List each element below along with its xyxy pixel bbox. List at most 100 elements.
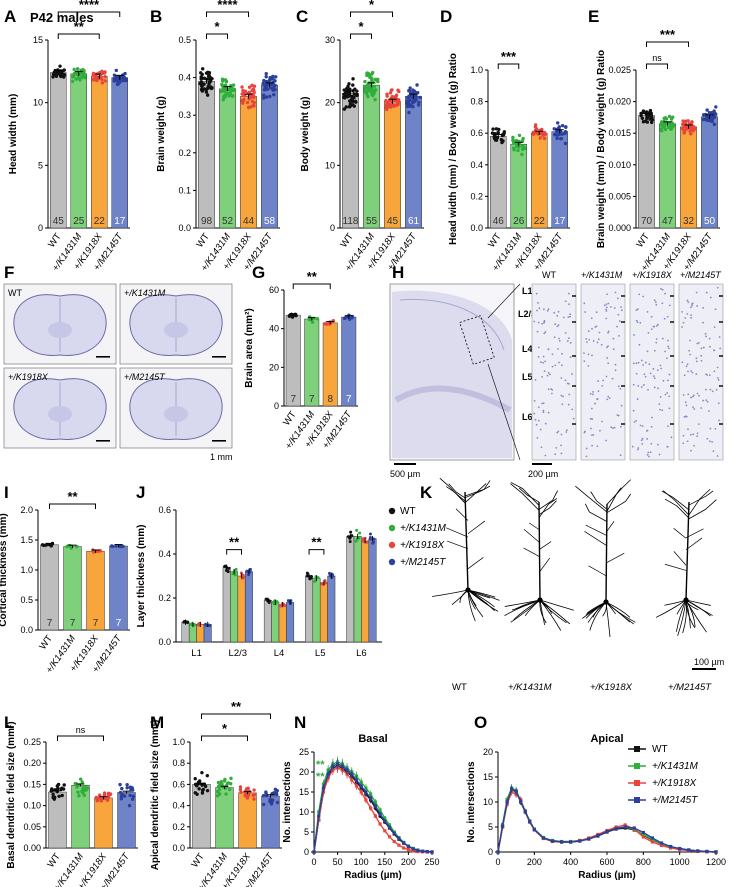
cell <box>666 391 669 394</box>
cell <box>536 436 539 439</box>
cell <box>695 291 698 294</box>
data-point <box>668 127 673 131</box>
cell <box>554 453 557 456</box>
cell <box>612 348 615 351</box>
cell <box>592 340 595 342</box>
apical-branch <box>688 499 717 520</box>
x-tick-label: 1200 <box>706 857 726 867</box>
cell <box>714 308 717 311</box>
cell <box>690 314 692 317</box>
data-point <box>383 829 387 833</box>
oblique-branch <box>455 508 469 521</box>
data-point <box>364 85 368 89</box>
data-point <box>184 620 188 624</box>
cell <box>650 328 653 330</box>
n-label: 45 <box>53 216 65 227</box>
cell <box>681 326 683 328</box>
data-point <box>50 787 54 791</box>
data-point <box>364 90 368 94</box>
data-point <box>359 790 363 794</box>
basal-dendrite <box>677 599 687 636</box>
cell <box>617 297 619 300</box>
cell <box>554 323 557 326</box>
data-point <box>520 152 524 157</box>
cell <box>610 426 613 429</box>
cell <box>690 449 692 452</box>
cell <box>655 338 658 340</box>
section-label-wt: WT <box>8 288 22 298</box>
apical-branch <box>584 503 608 522</box>
cell <box>653 325 656 328</box>
data-point <box>340 764 344 768</box>
bar <box>341 316 357 407</box>
cell <box>569 315 572 318</box>
data-point <box>245 794 249 799</box>
data-point <box>688 124 692 129</box>
cell <box>594 402 596 405</box>
cell <box>569 342 572 344</box>
data-point <box>569 840 573 844</box>
cell <box>557 310 560 313</box>
cell <box>652 368 655 370</box>
data-point <box>538 136 542 140</box>
data-point <box>79 777 83 781</box>
cell <box>706 437 709 440</box>
cell <box>709 427 712 430</box>
x-category-label: WT <box>37 633 55 652</box>
data-point <box>312 850 316 854</box>
cell <box>659 408 662 411</box>
data-point <box>668 844 673 849</box>
panel-letter-F: F <box>4 263 14 282</box>
cell <box>583 360 586 363</box>
data-point <box>225 91 230 96</box>
cell <box>617 334 620 337</box>
data-point <box>74 782 78 786</box>
y-axis-title: Head width (mm) / Body weight (g) Ratio <box>448 53 459 245</box>
oblique-branch <box>467 520 486 534</box>
scale-bar <box>394 463 416 465</box>
y-axis-title: Brain weight (g) <box>156 96 167 172</box>
cell <box>687 370 689 373</box>
n-label: 8 <box>327 394 333 405</box>
bar <box>240 96 257 229</box>
y-tick-label: 0 <box>330 223 335 233</box>
data-point <box>114 544 118 548</box>
cell <box>541 375 544 378</box>
cell <box>641 425 644 427</box>
data-point <box>520 147 525 152</box>
data-point <box>131 794 136 798</box>
data-point <box>687 848 691 852</box>
cell <box>711 440 714 443</box>
data-point <box>559 840 564 844</box>
cell <box>589 392 592 395</box>
cell <box>639 321 642 324</box>
data-point <box>512 146 516 150</box>
panel-letter-B: B <box>150 7 162 26</box>
data-point <box>121 544 125 549</box>
data-point <box>223 89 227 93</box>
data-point <box>239 571 243 575</box>
y-tick-label: 0.8 <box>470 97 483 107</box>
cell <box>667 347 670 350</box>
significance-label: *** <box>501 49 517 64</box>
cell <box>635 319 638 322</box>
cell <box>650 442 653 445</box>
legend-label: +/K1431M <box>652 761 699 772</box>
cell <box>534 378 537 381</box>
y-tick-label: 40 <box>269 324 279 334</box>
significance-bracket <box>292 283 331 289</box>
y-tick-label: 0.000 <box>608 223 631 233</box>
x-tick-label: 400 <box>563 857 578 867</box>
significance-label: ** <box>307 269 318 284</box>
data-point <box>368 87 372 91</box>
cell <box>636 398 639 400</box>
data-point <box>230 84 234 89</box>
bar <box>188 624 197 643</box>
data-point <box>701 113 706 117</box>
data-point <box>662 125 666 130</box>
section-label-k1431m: +/K1431M <box>124 288 166 298</box>
cell <box>641 437 644 440</box>
data-point <box>640 116 645 120</box>
n-label: 7 <box>309 394 315 405</box>
